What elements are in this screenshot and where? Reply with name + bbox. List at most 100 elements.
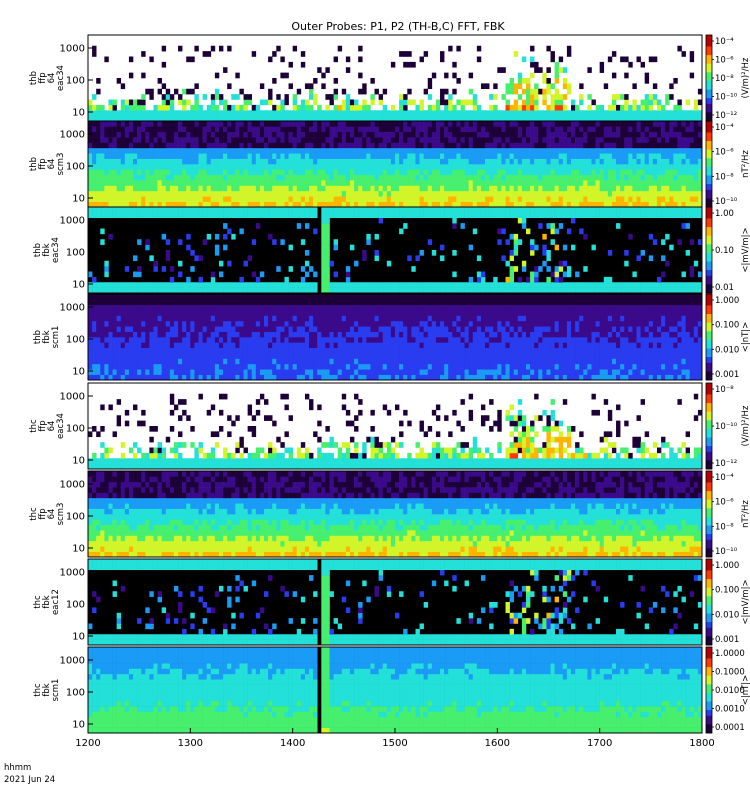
y-axis-label-line: 64 [47,421,57,432]
colorbar-tick-label: 10⁻¹⁰ [715,547,738,557]
colorbar-label: (V/m)²/Hz [741,405,750,446]
colorbar-tick-label: 10⁻⁸ [715,74,734,84]
x-tick-label: 1300 [178,738,203,749]
colorbar-tick-label: 10⁻⁶ [715,498,734,508]
panel-thc-ffp-eac34: 10 100 1000 thc ffp 64 eac34 10⁻⁸ 10⁻¹⁰ 10⁻¹² (V/m… [29,382,750,470]
y-axis-label-line: eac34 [56,413,66,439]
y-tick-label: 1000 [60,216,85,227]
y-tick-label: 10 [72,194,85,205]
y-axis-label-line: ffp [38,508,48,519]
y-axis-label-line: eac34 [51,237,61,263]
colorbar-tick-label: 1.000 [715,296,739,306]
date-label: 2021 Jun 24 [4,775,55,785]
colorbar-tick-label: 10⁻⁴ [715,37,734,47]
panel-thc-fbk-eac12: 10 100 1000 thc fbk eac12 1.000 0.100 0.010 0.001… [33,558,750,646]
y-tick-label: 10 [72,108,85,119]
y-axis-label-line: fbk [42,330,52,343]
colorbar-tick-label: 0.10 [715,246,734,256]
y-axis-label: thc ffp 64 eac34 [29,413,66,439]
colorbar-tick-label: 10⁻⁸ [715,522,734,532]
colorbar: 1.0000 0.1000 0.0100 0.0010 0.0001 <|nT|> [705,646,750,734]
panel-thb-fbk-scm1: 10 100 1000 thb fbk scm1 1.000 0.100 0.010 0.001 <… [33,293,750,381]
spectrogram-image [88,294,703,381]
panel-thc-fbk-scm1: 10 100 1000 thc fbk scm1 1.0000 0.1000 0.0100 0.0… [33,646,750,734]
panel-background [88,559,702,645]
y-tick-label: 100 [66,335,85,346]
x-axis: 1200 1300 1400 1500 1600 1700 1800 [75,728,715,749]
colorbar-tick-label: 10⁻¹² [715,111,737,121]
y-axis-label-line: thc [33,683,43,697]
panel-thc-ffp-scm3: 10 100 1000 thc ffp 64 scm3 10⁻⁴ 10⁻⁶ 10⁻⁸ 10⁻¹⁰ nT… [29,470,750,558]
y-axis-label-line: fbk [42,683,52,696]
y-axis-label-line: scm1 [51,326,61,349]
colorbar-tick-label: 10⁻⁶ [715,148,734,158]
y-axis-label-line: fbk [42,595,52,608]
y-tick-label: 100 [66,76,85,87]
y-axis-label-line: ffp [38,72,48,83]
y-axis-label-line: thc [29,419,39,433]
x-tick-label: 1600 [485,738,510,749]
colorbar-label: <|mV/m|> [741,579,750,624]
panel-frame [87,470,703,558]
colorbar: 10⁻⁸ 10⁻¹⁰ 10⁻¹² (V/m)²/Hz [705,382,750,470]
panel-frame [87,558,703,646]
colorbar: 1.000 0.100 0.010 0.001 <|mV/m|> [705,558,750,646]
y-tick-label: 100 [66,600,85,611]
y-tick-label: 10 [72,544,85,555]
spectrogram-image [88,393,703,470]
colorbar-tick-label: 1.00 [715,209,734,219]
colorbar-label: <|mV/m|> [741,227,750,272]
y-tick-label: 1000 [60,568,85,579]
y-tick-label: 1000 [60,392,85,403]
colorbar-tick-label: 0.0100 [715,686,745,696]
y-axis-label-line: scm1 [51,679,61,702]
colorbar-tick-label: 0.010 [715,345,739,355]
panel-frame [87,206,703,294]
colorbar-tick-label: 10⁻⁴ [715,123,734,133]
colorbar-tick-label: 0.1000 [715,668,745,678]
colorbar-tick-label: 10⁻⁴ [715,473,734,483]
y-tick-label: 100 [66,248,85,259]
y-axis-label: thb ffp 64 scm3 [29,153,66,176]
panel-frame [87,382,703,470]
y-axis-label-line: 64 [47,509,57,520]
y-axis-label-line: thb [33,330,43,344]
y-axis-label: thb ffp 64 eac34 [29,65,66,91]
y-axis-label-line: ffp [38,420,48,431]
figure-title: Outer Probes: P1, P2 (TH-B,C) FFT, FBK [291,20,505,33]
y-axis-label-line: eac34 [56,65,66,91]
colorbar-tick-label: 10⁻¹⁰ [715,422,738,432]
colorbar-tick-label: 10⁻⁸ [715,172,734,182]
y-axis-label: thc fbk eac12 [33,589,61,615]
y-tick-label: 10 [72,632,85,643]
colorbar-tick-label: 10⁻⁸ [715,385,734,395]
colorbar-tick-label: 10⁻¹⁰ [715,197,738,207]
x-tick-label: 1400 [280,738,305,749]
colorbar-tick-label: 0.001 [715,635,739,645]
panel-frame [87,293,703,381]
spectrogram-image [88,121,703,208]
y-axis-label-line: thc [33,595,43,609]
colorbar-tick-label: 0.01 [715,283,734,293]
spectrogram-image [88,45,703,122]
y-axis-label-line: scm3 [56,153,66,176]
colorbar-tick-label: 0.001 [715,370,739,380]
colorbar-tick-label: 10⁻¹² [715,459,737,469]
y-axis-label-line: eac12 [51,589,61,615]
colorbar-tick-label: 1.000 [715,561,739,571]
y-axis-label-line: scm3 [56,503,66,526]
colorbar-label: nT²/Hz [741,150,750,178]
y-tick-label: 1000 [60,303,85,314]
colorbar: 1.00 0.10 0.01 <|mV/m|> [705,206,750,294]
y-axis-label-line: fbk [42,243,52,256]
panel-thb-ffp-scm3: 10 100 1000 thb ffp 64 scm3 10⁻⁴ 10⁻⁶ 10⁻⁸ 10⁻¹⁰ nT… [29,120,750,208]
colorbar-label: <|nT|> [741,675,750,706]
y-axis-label: thb fbk scm1 [33,326,61,349]
colorbar-tick-label: 10⁻¹⁰ [715,93,738,103]
y-axis-label-line: 64 [47,159,57,170]
y-tick-label: 1000 [60,480,85,491]
y-tick-label: 1000 [60,44,85,55]
colorbar: 1.000 0.100 0.010 0.001 <|nT|> [705,293,750,381]
